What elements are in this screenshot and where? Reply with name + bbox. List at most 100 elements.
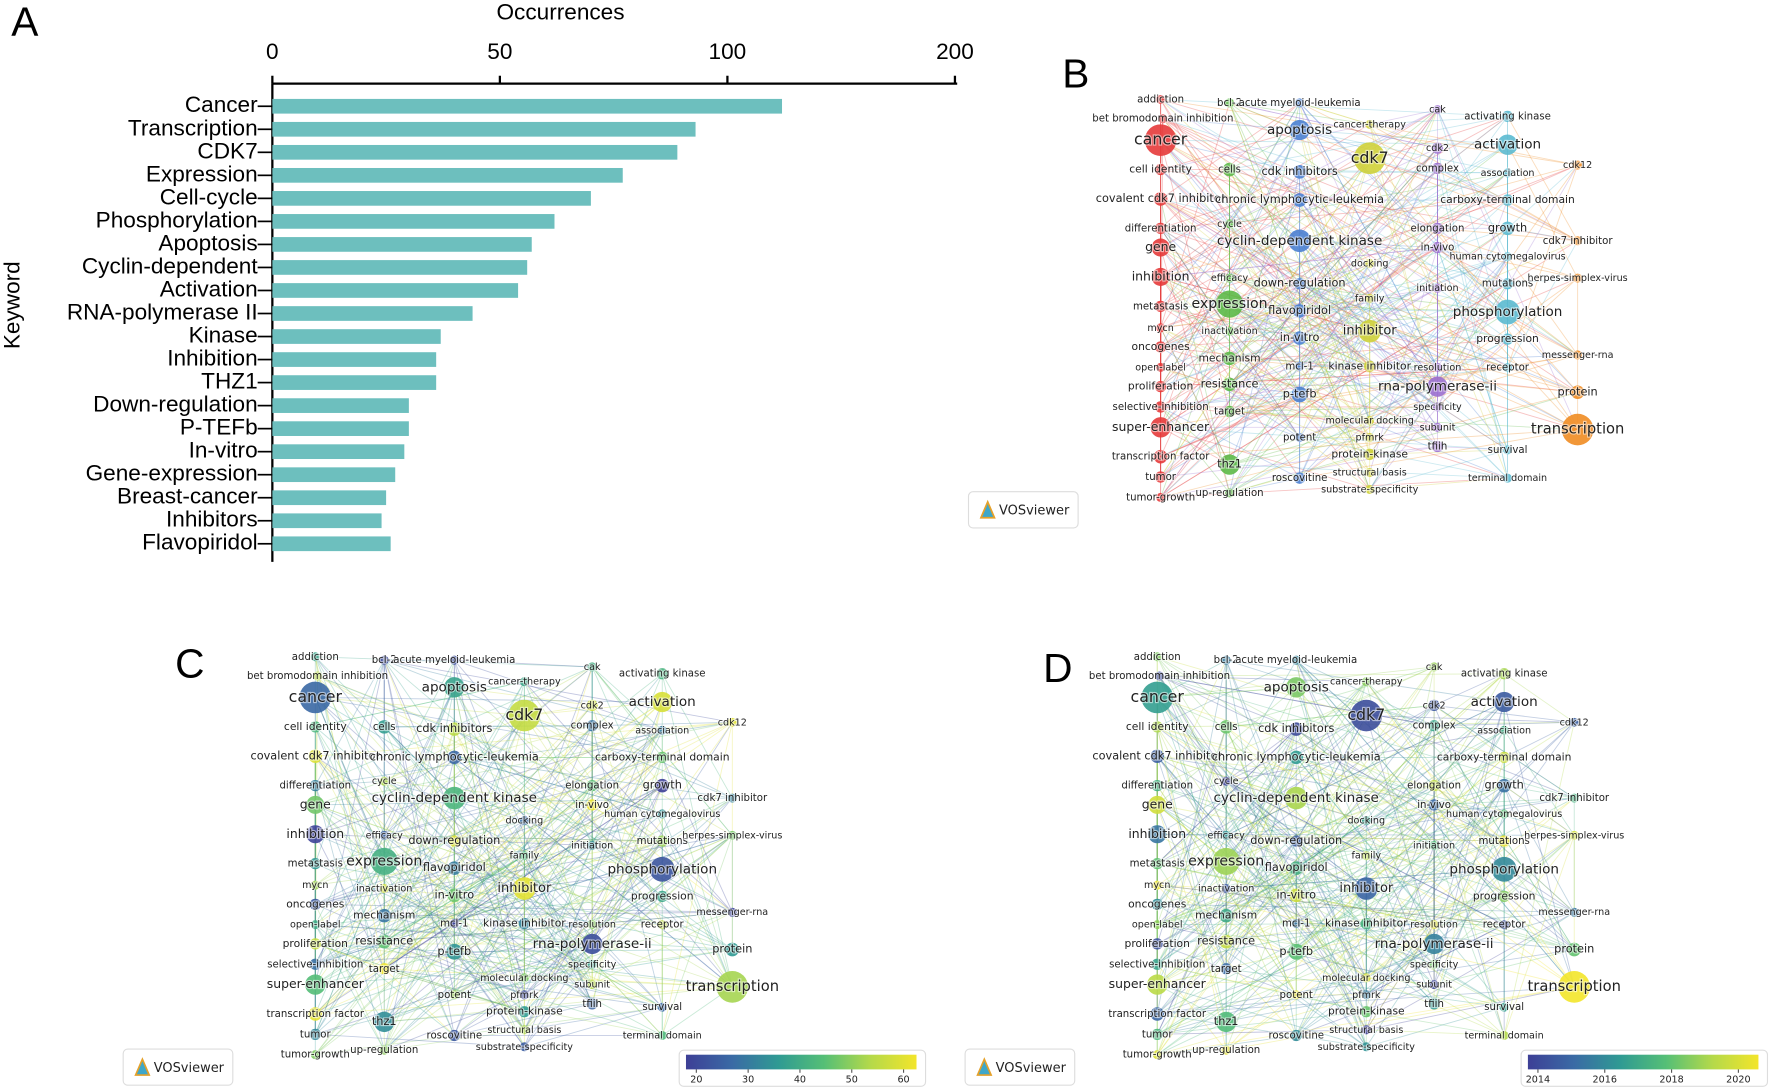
edge <box>384 785 593 836</box>
edge <box>1160 394 1300 408</box>
edge <box>1299 330 1371 438</box>
edge <box>1503 730 1575 836</box>
node-label: addiction <box>1134 652 1181 663</box>
edge <box>1366 721 1575 857</box>
edge <box>1295 840 1505 1036</box>
node-label: cdk7 inhibitor <box>1543 236 1614 247</box>
edge <box>1160 144 1508 348</box>
y-tick-label: Cell-cycle <box>160 184 258 209</box>
edge <box>384 666 593 782</box>
edge <box>1503 835 1575 897</box>
edge <box>315 943 525 1013</box>
edge <box>1366 986 1575 1031</box>
node-label: p-tefb <box>1283 388 1317 401</box>
edge <box>1229 169 1438 229</box>
node-label: cdk12 <box>718 717 747 728</box>
node <box>374 1011 395 1033</box>
edge <box>1156 915 1227 1055</box>
node <box>1148 825 1167 844</box>
node-label: docking <box>506 816 544 827</box>
node-label: potent <box>1280 990 1313 1001</box>
bar <box>272 513 382 529</box>
node-label: tumor <box>1142 1029 1174 1040</box>
node <box>1219 720 1233 734</box>
node <box>1495 299 1520 325</box>
node-label: bet bromodomain inhibition <box>1089 671 1230 682</box>
edge <box>1507 227 1578 242</box>
colorbar <box>685 1054 917 1070</box>
node-label: substrate-specificity <box>476 1042 574 1053</box>
edge <box>454 894 663 1008</box>
edge <box>315 673 663 945</box>
node-label: addiction <box>292 652 339 663</box>
node <box>587 959 597 969</box>
edge <box>1366 888 1575 950</box>
edge <box>1295 730 1505 1036</box>
node-label: selective-inhibition <box>1113 402 1209 413</box>
bar <box>272 490 387 506</box>
edge <box>1229 303 1578 393</box>
edge <box>1369 406 1438 490</box>
node-label: cak <box>1429 105 1446 116</box>
edge <box>314 888 385 985</box>
edge <box>1160 198 1230 493</box>
node-label: mcl-1 <box>1282 919 1310 930</box>
edge <box>315 666 593 886</box>
edge <box>1160 366 1370 455</box>
edge <box>524 868 663 889</box>
node-label: roscovitine <box>427 1030 483 1041</box>
edge <box>1295 728 1367 856</box>
edge <box>1299 168 1438 312</box>
edge <box>524 757 663 889</box>
edge <box>454 894 593 965</box>
edge <box>1160 198 1230 225</box>
edge <box>1299 263 1371 367</box>
edge <box>1229 338 1508 494</box>
edge <box>591 666 663 731</box>
edge <box>1229 411 1370 421</box>
edge <box>1160 139 1371 438</box>
edge <box>315 986 733 1015</box>
edge <box>1160 223 1230 329</box>
edge <box>1159 673 1505 677</box>
edge <box>1156 659 1227 806</box>
edge <box>1160 198 1578 430</box>
node <box>1212 847 1240 875</box>
node <box>1350 699 1383 732</box>
node-label: efficacy <box>1208 830 1246 841</box>
node-label: cancer-therapy <box>488 677 561 688</box>
node-label: activating kinase <box>619 669 706 680</box>
edge <box>1299 144 1508 285</box>
bar <box>272 536 391 552</box>
node <box>725 942 740 957</box>
edge <box>591 911 733 986</box>
edge <box>315 903 525 996</box>
node <box>1361 973 1371 983</box>
edge <box>1229 109 1438 494</box>
edge <box>1160 327 1370 421</box>
edge <box>1157 884 1505 926</box>
edge <box>662 721 733 731</box>
edge <box>1156 728 1297 1035</box>
edge <box>454 659 663 731</box>
edge <box>1503 785 1575 913</box>
edge <box>454 728 663 815</box>
edge <box>1299 199 1438 387</box>
edge <box>591 705 663 925</box>
edge <box>1160 310 1300 329</box>
edge <box>1299 240 1438 249</box>
edge <box>1156 729 1505 985</box>
edge <box>591 725 663 1008</box>
node <box>309 721 321 733</box>
edge <box>1365 725 1435 821</box>
edge <box>453 687 525 1030</box>
node <box>1431 162 1444 175</box>
edge <box>1229 357 1438 368</box>
node <box>309 780 321 792</box>
node-label: survival <box>1484 1002 1524 1013</box>
edge <box>1366 820 1435 846</box>
edge <box>1295 725 1435 896</box>
edge <box>1369 115 1508 125</box>
